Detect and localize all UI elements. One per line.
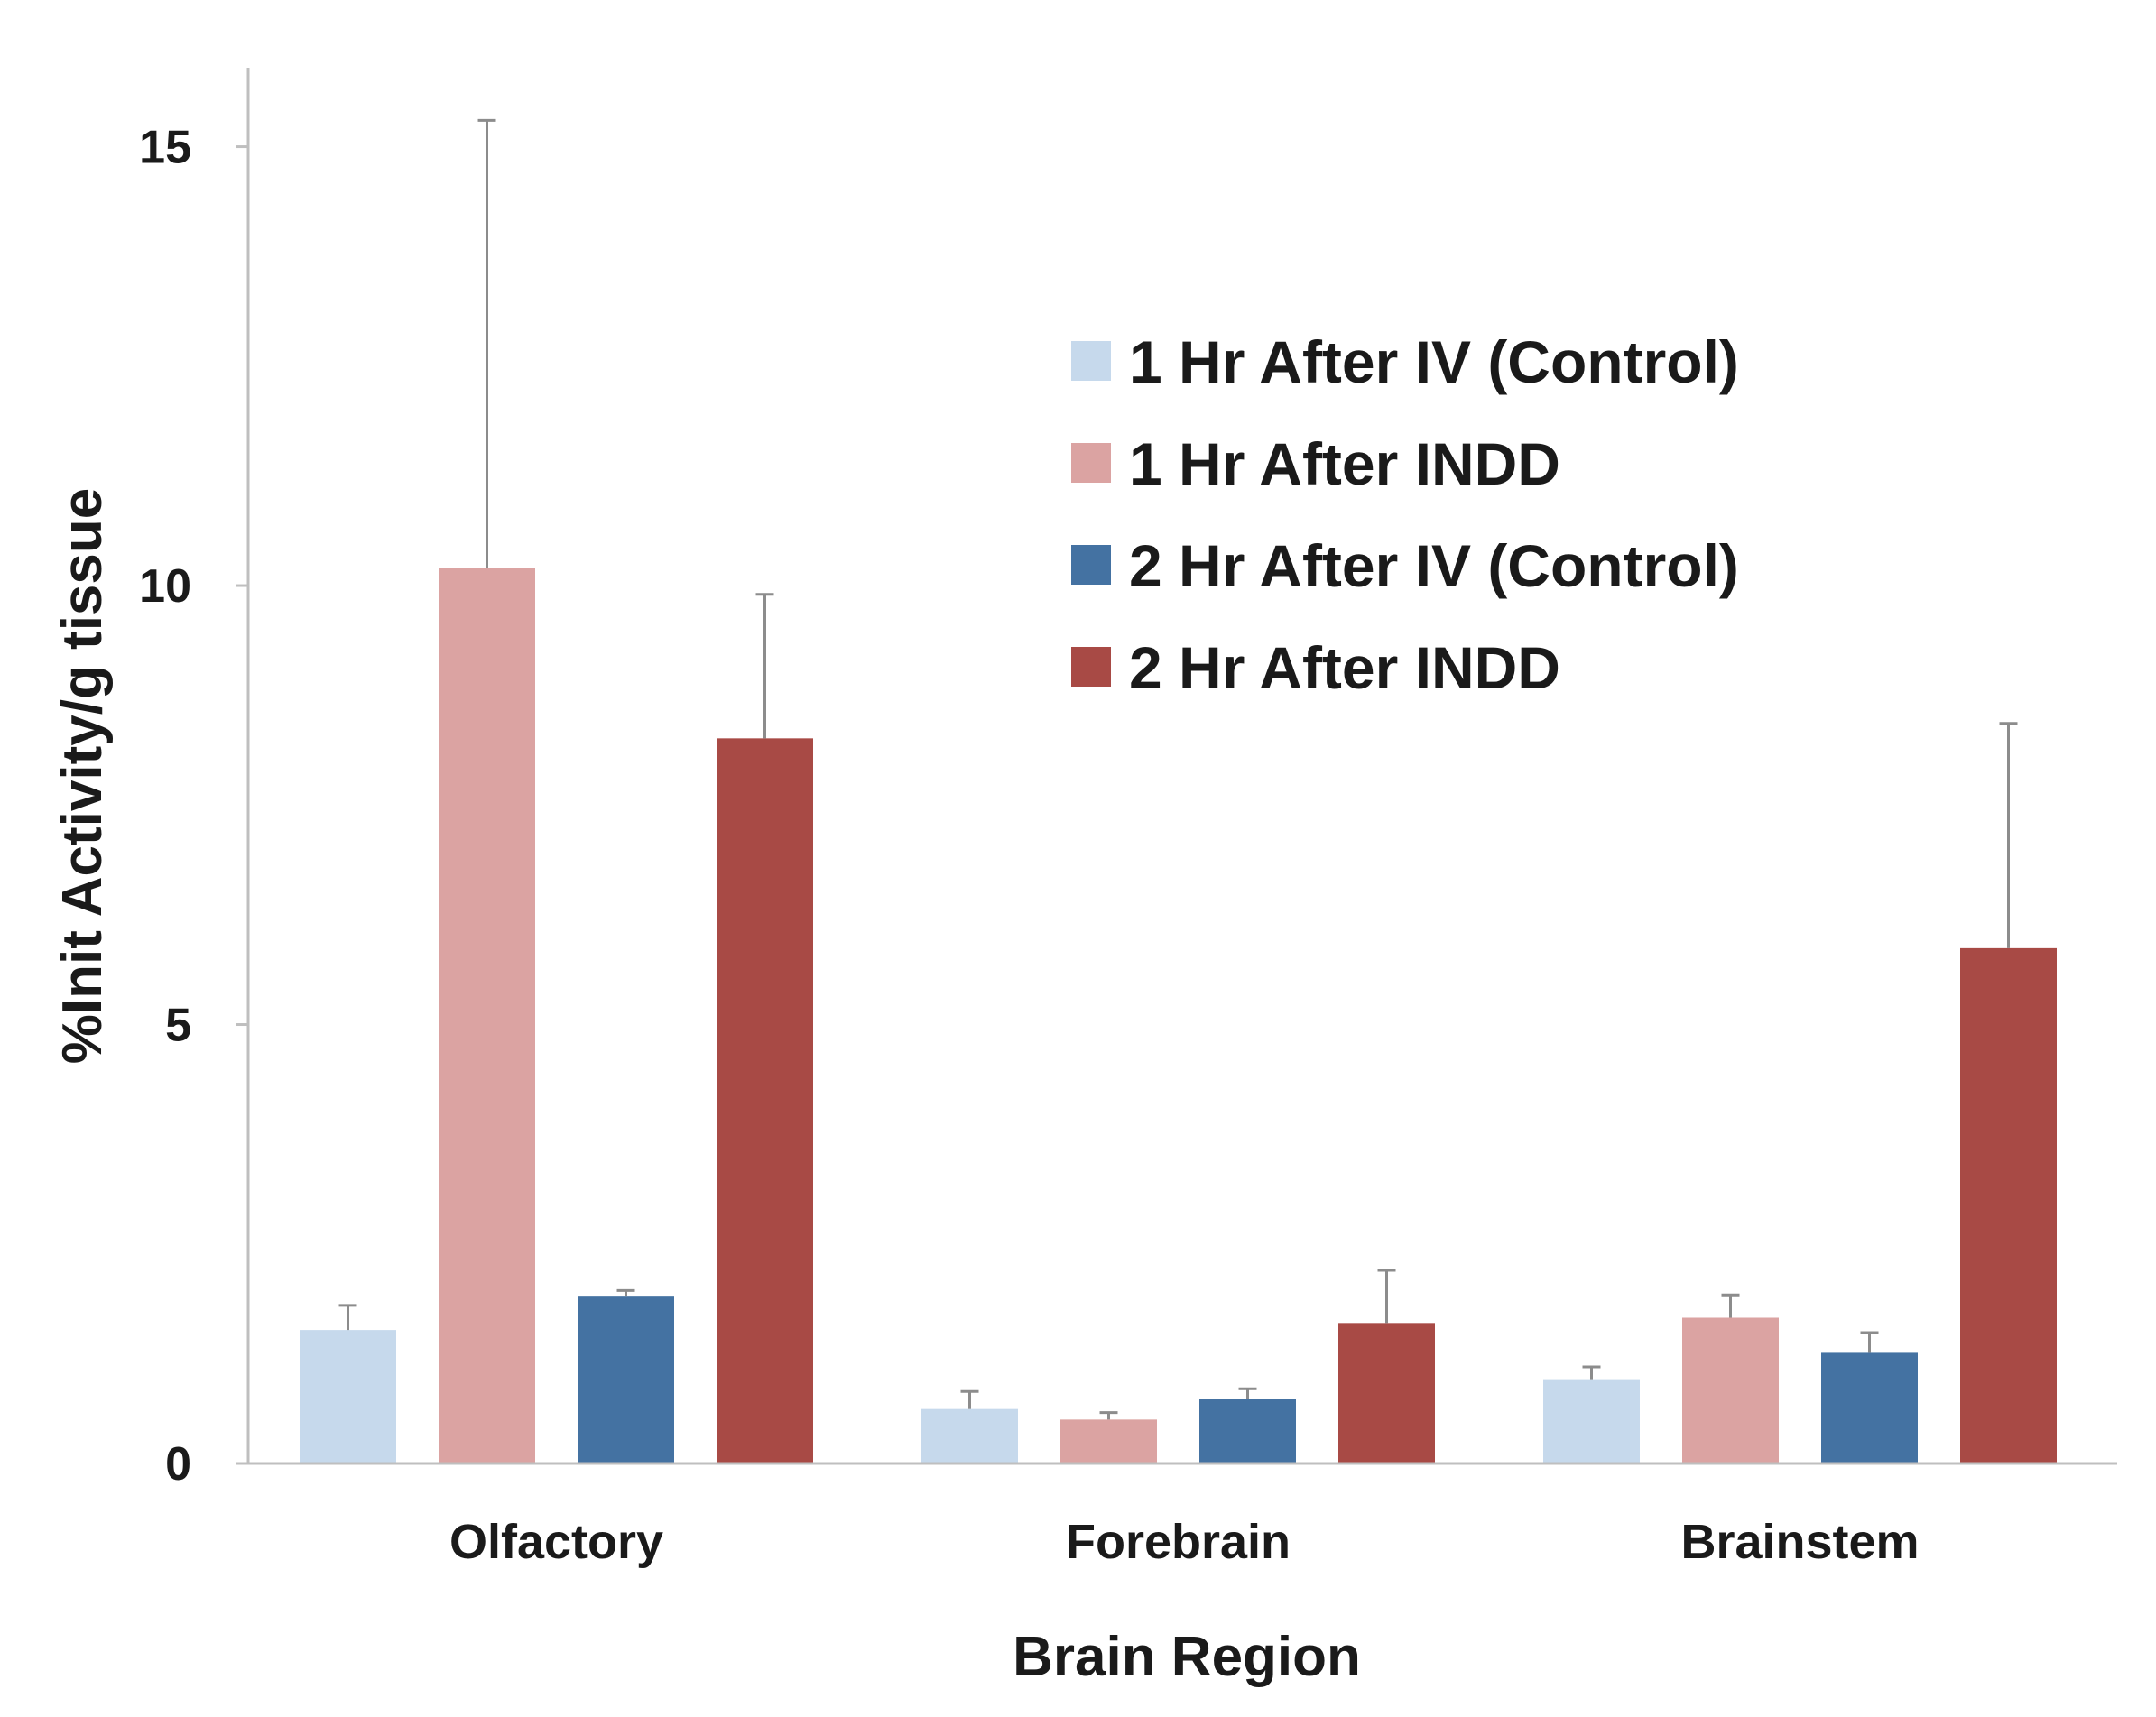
bar-olfactory-series-1 xyxy=(300,1330,396,1463)
bar-forebrain-series-1 xyxy=(921,1408,1018,1463)
bar-olfactory-series-4 xyxy=(717,738,813,1463)
legend-item-2: 1 Hr After INDD xyxy=(1071,430,1560,497)
bar-olfactory-series-3 xyxy=(578,1296,674,1463)
legend: 1 Hr After IV (Control) 1 Hr After INDD 2 … xyxy=(1071,328,1739,701)
legend-swatch xyxy=(1071,545,1111,585)
legend-label: 1 Hr After IV (Control) xyxy=(1129,328,1739,395)
y-axis-title: %Init Activity/g tissue xyxy=(51,488,114,1065)
bar-brainstem-series-3 xyxy=(1821,1352,1918,1463)
legend-label: 2 Hr After INDD xyxy=(1129,634,1560,701)
x-category-labels: Olfactory Forebrain Brainstem xyxy=(449,1515,1920,1569)
legend-swatch xyxy=(1071,647,1111,687)
legend-item-1: 1 Hr After IV (Control) xyxy=(1071,328,1739,395)
x-category-label-olfactory: Olfactory xyxy=(449,1515,663,1569)
bar-forebrain-series-2 xyxy=(1060,1419,1157,1463)
x-category-label-brainstem: Brainstem xyxy=(1680,1515,1919,1569)
bar-forebrain-series-4 xyxy=(1338,1323,1435,1463)
x-axis-title: Brain Region xyxy=(1013,1626,1361,1688)
legend-label: 2 Hr After IV (Control) xyxy=(1129,532,1739,599)
y-ticks-layer: 0 5 10 15 xyxy=(139,122,248,1491)
legend-swatch xyxy=(1071,443,1111,483)
y-tick-label: 0 xyxy=(165,1438,191,1491)
axes-layer xyxy=(236,68,2117,1465)
y-tick-label: 10 xyxy=(139,560,191,613)
legend-item-4: 2 Hr After INDD xyxy=(1071,634,1560,701)
x-category-label-forebrain: Forebrain xyxy=(1066,1515,1291,1569)
legend-swatch xyxy=(1071,341,1111,381)
bars-layer xyxy=(300,568,2057,1463)
legend-label: 1 Hr After INDD xyxy=(1129,430,1560,497)
bar-forebrain-series-3 xyxy=(1199,1399,1296,1463)
legend-item-3: 2 Hr After IV (Control) xyxy=(1071,532,1739,599)
bar-brainstem-series-2 xyxy=(1682,1317,1779,1463)
error-bars-layer xyxy=(338,118,2018,1420)
y-tick-label: 5 xyxy=(165,1000,191,1052)
bar-olfactory-series-2 xyxy=(439,568,535,1463)
y-tick-label: 15 xyxy=(139,122,191,174)
bar-brainstem-series-1 xyxy=(1543,1379,1640,1463)
bar-brainstem-series-4 xyxy=(1960,947,2057,1463)
